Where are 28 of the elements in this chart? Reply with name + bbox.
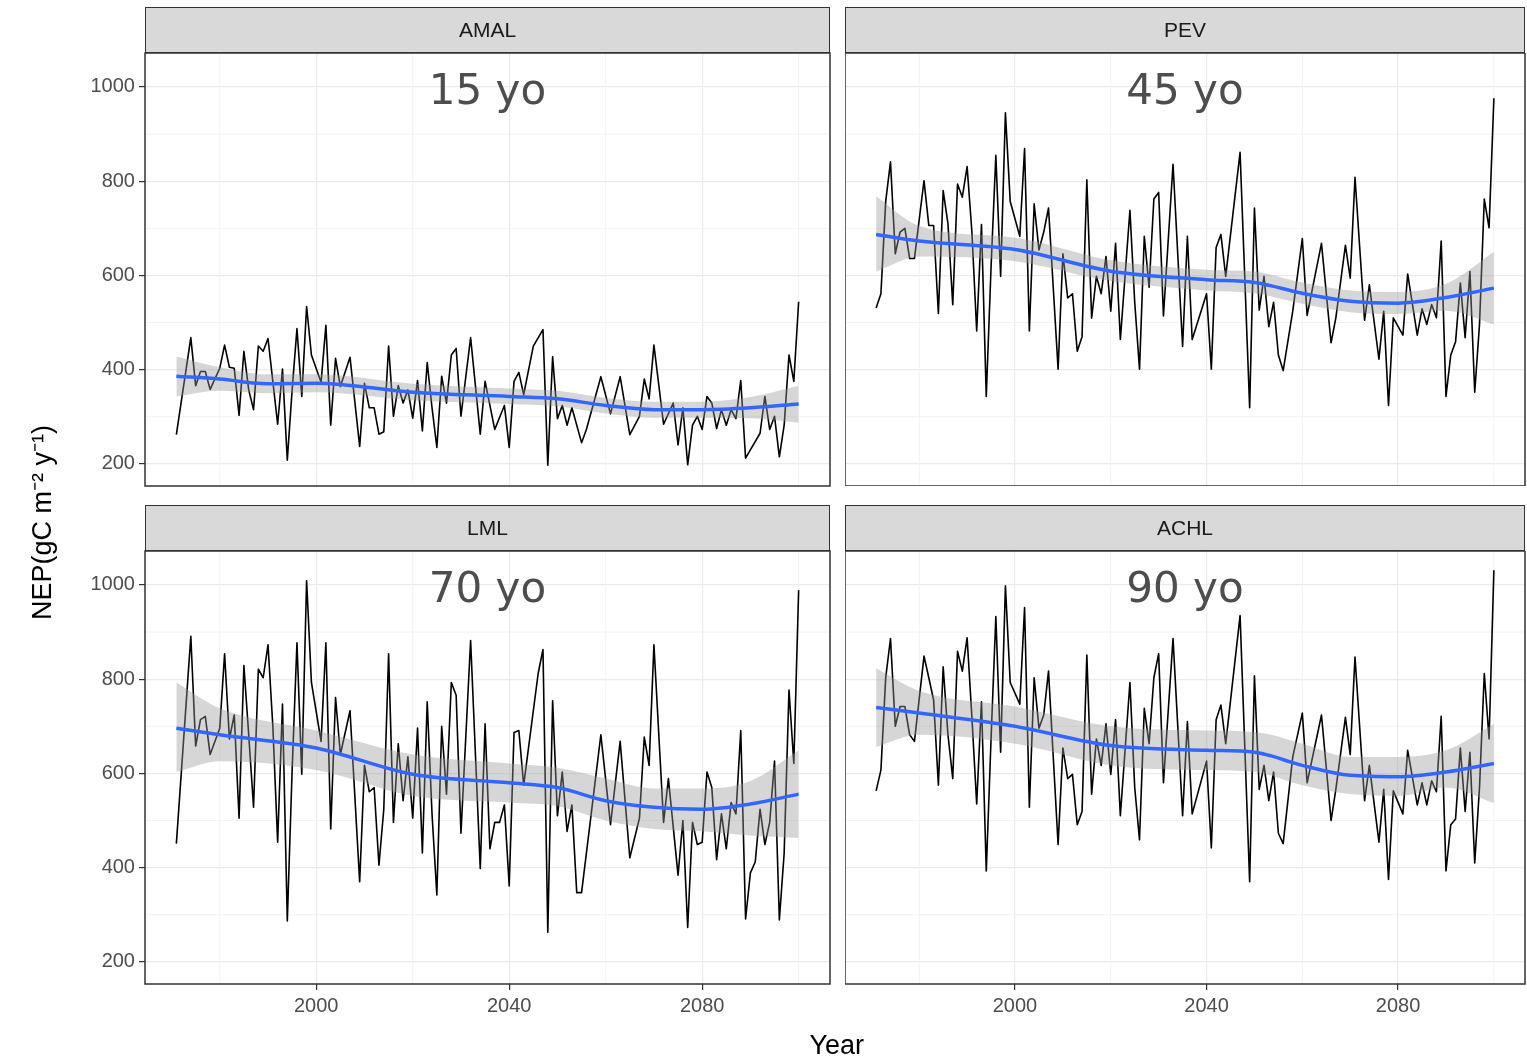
y-tick-label: 400 [101, 855, 135, 878]
y-axis-title: NEP(gC m⁻² y⁻¹) [25, 424, 58, 620]
annotation: 90 yo [1126, 562, 1244, 612]
y-tick-label: 600 [101, 262, 135, 285]
y-tick-label: 600 [101, 760, 135, 783]
annotation: 15 yo [428, 64, 547, 114]
line-series [174, 726, 801, 811]
x-tick-label: 2040 [486, 993, 532, 1016]
chart-title: ACHL [845, 505, 1525, 551]
chart-title: PEV [845, 7, 1525, 53]
y-tick-label: 200 [101, 949, 135, 972]
x-tick-label: 2040 [1184, 993, 1229, 1016]
chart-title: LML [145, 505, 830, 551]
x-axis-title: Year [809, 1030, 865, 1061]
x-tick-label: 2000 [992, 993, 1038, 1016]
y-tick-label: 1000 [90, 74, 135, 97]
y-tick-label: 400 [101, 357, 135, 380]
y-tick-label: 1000 [90, 572, 135, 595]
y-tick-label: 200 [101, 451, 135, 474]
y-tick-label: 800 [101, 666, 135, 689]
annotation: 70 yo [428, 562, 547, 612]
annotation: 45 yo [1126, 64, 1244, 114]
x-tick-label: 2080 [679, 993, 725, 1016]
line-series [174, 374, 801, 412]
x-tick-label: 2080 [1375, 993, 1421, 1016]
x-tick-label: 2000 [294, 993, 339, 1016]
y-tick-label: 800 [101, 168, 135, 191]
chart-title: AMAL [145, 7, 830, 53]
